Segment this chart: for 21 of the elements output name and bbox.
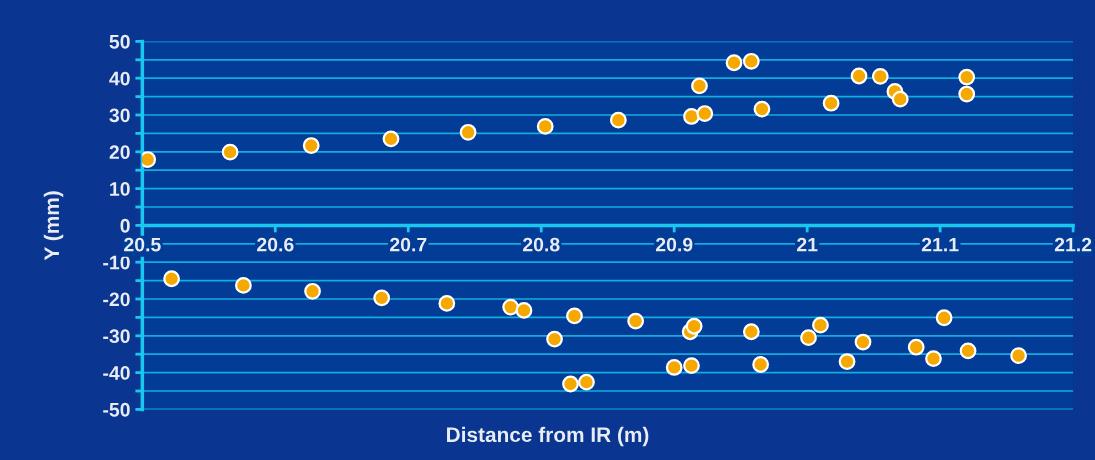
x-tick-label: 20.5 [124, 237, 161, 252]
y-tick-label: -50 [103, 402, 130, 417]
x-tick-label: 20.8 [523, 237, 560, 252]
x-tick-label: 20.9 [655, 237, 693, 252]
y-axis-title: Y (mm) [43, 191, 64, 261]
x-tick-label: 21 [797, 237, 818, 252]
y-tick-label: -30 [103, 329, 130, 344]
y-tick-label: 20 [109, 145, 130, 160]
y-tick-label: -20 [103, 292, 130, 307]
x-tick-label: 20.6 [257, 237, 294, 252]
x-tick-label: 21.2 [1054, 237, 1092, 252]
y-tick-label: 40 [109, 71, 130, 86]
y-tick-label: 50 [109, 34, 130, 49]
x-tick-label: 21.1 [921, 237, 959, 252]
y-tick-label: -10 [103, 255, 130, 270]
x-tick-label: 20.7 [390, 237, 427, 252]
y-tick-label: 0 [120, 218, 130, 233]
x-axis-title: Distance from IR (m) [447, 426, 649, 447]
y-tick-label: 30 [109, 108, 130, 123]
y-tick-label: 10 [110, 182, 130, 196]
y-tick-label: -40 [103, 366, 130, 380]
